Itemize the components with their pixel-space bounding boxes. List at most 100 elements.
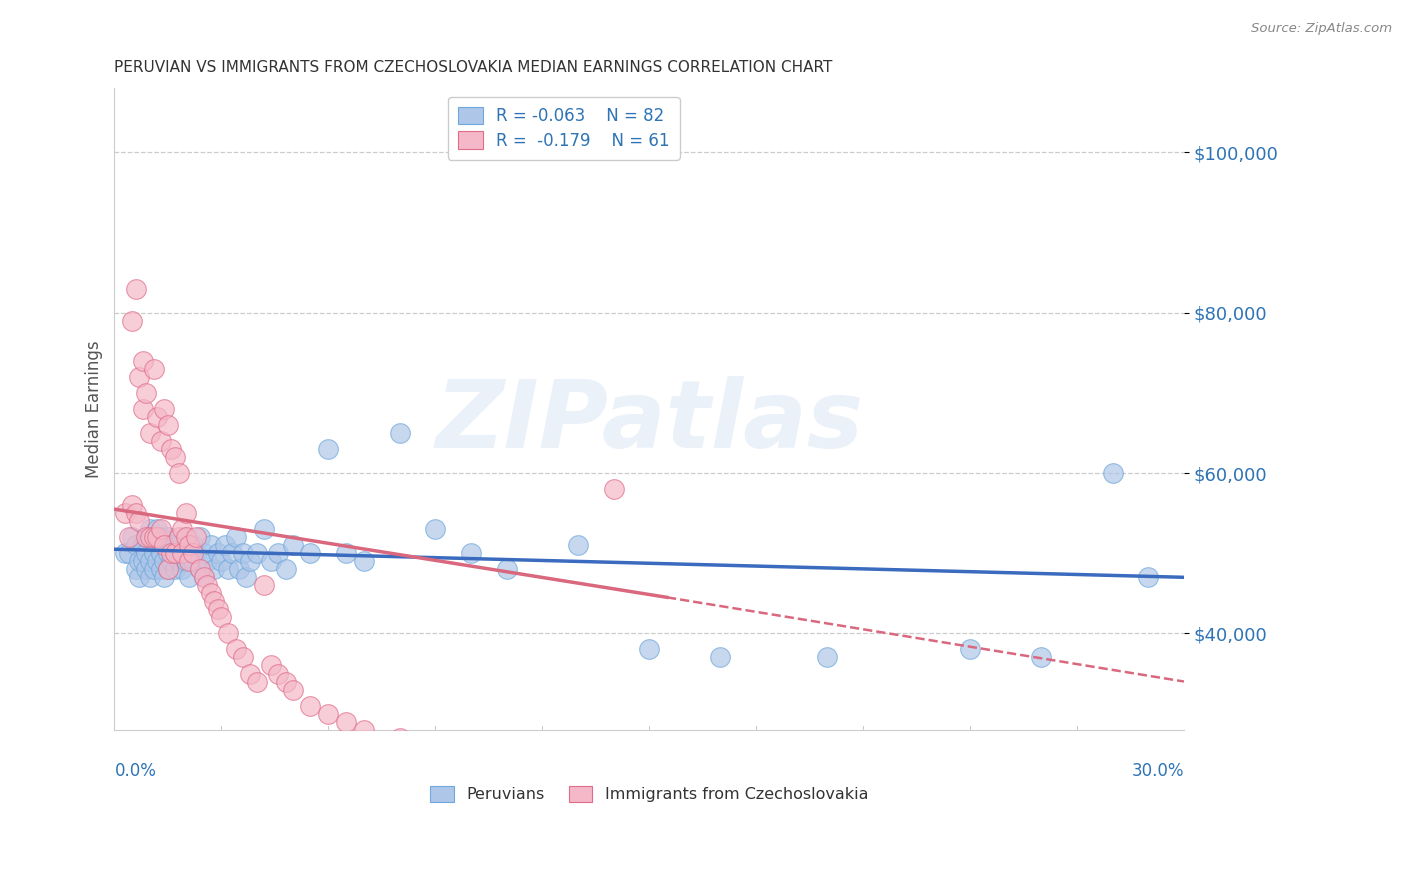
Point (135, 530, 157, 544)
Point (495, 562, 517, 576)
Point (114, 506, 136, 520)
Point (195, 578, 218, 592)
Point (239, 554, 262, 568)
Point (142, 562, 165, 576)
Point (815, 650, 838, 665)
Point (153, 401, 176, 416)
Legend: Peruvians, Immigrants from Czechoslovakia: Peruvians, Immigrants from Czechoslovaki… (420, 776, 879, 812)
Point (149, 530, 172, 544)
Point (299, 698, 322, 713)
Point (179, 538, 201, 552)
Point (163, 546, 186, 560)
Point (163, 562, 186, 576)
Point (146, 554, 169, 568)
Point (156, 546, 179, 560)
Point (172, 522, 194, 536)
Point (135, 530, 157, 544)
Text: Source: ZipAtlas.com: Source: ZipAtlas.com (1251, 22, 1392, 36)
Point (128, 370, 150, 384)
Point (146, 522, 169, 536)
Point (1101, 466, 1123, 480)
Point (163, 546, 186, 560)
Point (235, 570, 257, 584)
Point (267, 546, 290, 560)
Point (149, 434, 172, 448)
Point (353, 554, 375, 568)
Point (181, 554, 204, 568)
Point (160, 442, 183, 456)
Point (202, 594, 225, 608)
Point (139, 530, 162, 544)
Point (225, 530, 247, 544)
Point (167, 554, 190, 568)
Point (172, 562, 194, 576)
Point (172, 546, 194, 560)
Point (139, 570, 162, 584)
Point (160, 554, 183, 568)
Point (142, 530, 165, 544)
Point (125, 282, 148, 296)
Point (167, 530, 190, 544)
Point (195, 554, 218, 568)
Point (153, 538, 176, 552)
Point (135, 546, 157, 560)
Point (179, 570, 201, 584)
Point (135, 562, 157, 576)
Point (388, 425, 411, 440)
Text: 0.0%: 0.0% (114, 762, 156, 780)
Point (156, 562, 179, 576)
Point (193, 546, 215, 560)
Point (209, 554, 232, 568)
Point (139, 554, 162, 568)
Point (174, 530, 197, 544)
Point (353, 723, 375, 737)
Point (118, 546, 141, 560)
Point (209, 610, 232, 624)
Point (239, 666, 262, 681)
Point (160, 538, 183, 552)
Point (232, 546, 254, 560)
Point (218, 626, 240, 640)
Point (335, 714, 357, 729)
Point (174, 530, 197, 544)
Point (156, 417, 179, 432)
Point (274, 562, 297, 576)
Point (128, 554, 150, 568)
Point (225, 642, 247, 657)
Point (149, 546, 172, 560)
Point (267, 666, 290, 681)
Point (167, 466, 190, 480)
Point (179, 546, 201, 560)
Point (246, 546, 269, 560)
Point (202, 562, 225, 576)
Point (193, 570, 215, 584)
Point (174, 554, 197, 568)
Point (135, 385, 157, 400)
Point (193, 570, 215, 584)
Point (174, 506, 197, 520)
Point (425, 522, 447, 536)
Point (181, 546, 204, 560)
Point (132, 354, 155, 368)
Point (253, 522, 276, 536)
Point (318, 706, 340, 721)
Point (179, 554, 201, 568)
Point (218, 562, 240, 576)
Point (335, 546, 357, 560)
Point (260, 658, 283, 673)
Point (188, 530, 211, 544)
Text: 30.0%: 30.0% (1132, 762, 1184, 780)
Point (128, 514, 150, 528)
Point (125, 538, 148, 552)
Point (602, 482, 624, 496)
Point (172, 546, 194, 560)
Point (207, 546, 229, 560)
Point (142, 362, 165, 376)
Point (153, 554, 176, 568)
Point (959, 642, 981, 657)
Point (281, 538, 304, 552)
Point (1031, 650, 1053, 665)
Point (118, 530, 141, 544)
Point (114, 546, 136, 560)
Point (149, 562, 172, 576)
